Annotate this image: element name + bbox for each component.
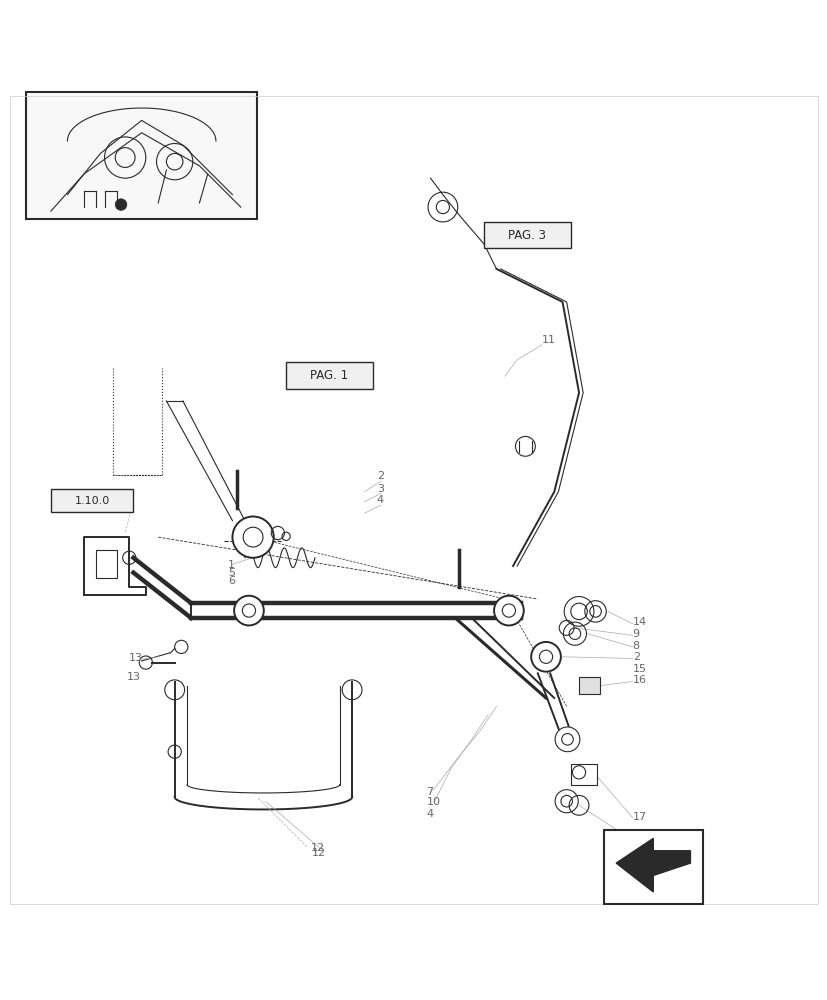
Circle shape [234, 596, 264, 625]
Text: 2: 2 [632, 652, 639, 662]
Text: 16: 16 [632, 675, 646, 685]
Text: PAG. 3: PAG. 3 [508, 229, 545, 242]
Text: 6: 6 [228, 576, 235, 586]
Text: PAG. 1: PAG. 1 [309, 369, 347, 382]
Text: 1: 1 [228, 560, 235, 570]
Text: 5: 5 [228, 568, 235, 578]
Circle shape [554, 727, 579, 752]
Text: 8: 8 [632, 641, 639, 651]
Text: 12: 12 [312, 848, 326, 858]
Text: 1.10.0: 1.10.0 [74, 496, 110, 506]
Circle shape [531, 642, 560, 672]
Text: 9: 9 [632, 629, 639, 639]
Text: 4: 4 [376, 495, 384, 505]
Circle shape [232, 517, 274, 558]
Text: 7: 7 [426, 787, 433, 797]
Bar [286, 362, 372, 389]
Text: 4: 4 [624, 830, 631, 840]
Bar [603, 830, 702, 904]
Text: 2: 2 [376, 471, 384, 481]
Bar [578, 677, 599, 694]
Text: 12: 12 [310, 843, 324, 853]
Bar [96, 550, 117, 578]
Text: 11: 11 [541, 335, 555, 345]
Text: 14: 14 [632, 617, 646, 627]
Text: 3: 3 [376, 484, 384, 494]
Text: 17: 17 [632, 812, 646, 822]
Circle shape [494, 596, 523, 625]
Bar [570, 764, 596, 785]
Bar [26, 92, 257, 219]
Polygon shape [615, 838, 690, 892]
Bar [50, 489, 133, 512]
Bar [484, 222, 570, 248]
Text: 13: 13 [127, 672, 141, 682]
Text: 15: 15 [632, 664, 646, 674]
Text: 4: 4 [426, 809, 433, 819]
Text: 13: 13 [129, 653, 143, 663]
Circle shape [115, 199, 127, 210]
Text: 10: 10 [426, 797, 440, 807]
